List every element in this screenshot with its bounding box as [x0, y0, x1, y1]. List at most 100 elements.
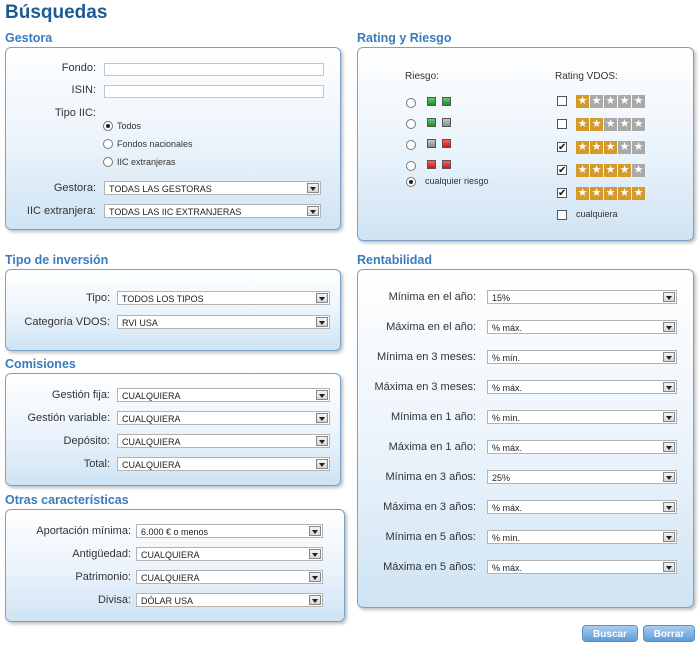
fondo-input[interactable]	[104, 63, 324, 76]
chevron-down-icon[interactable]	[663, 502, 675, 512]
chevron-down-icon[interactable]	[663, 532, 675, 542]
risk-red-icon	[427, 160, 436, 169]
vdos-checkbox[interactable]: ✔	[557, 165, 567, 176]
chevron-down-icon[interactable]	[316, 390, 328, 400]
vdos-checkbox[interactable]: ✔	[557, 142, 567, 153]
chevron-down-icon[interactable]	[309, 549, 321, 559]
rentabilidad-select[interactable]: 25%	[487, 470, 677, 484]
gestora-label: Gestora:	[53, 182, 96, 194]
otras-label: Antigüedad:	[72, 548, 131, 560]
comision-label: Total:	[83, 458, 110, 470]
gestora-select[interactable]: TODAS LAS GESTORAS	[104, 181, 321, 195]
tipo-iic-radio-todos[interactable]	[103, 121, 113, 131]
rentabilidad-select[interactable]: % máx.	[487, 440, 677, 454]
star-icon: ★	[604, 187, 617, 200]
categoria-vdos-select-value: RVI USA	[122, 318, 158, 328]
chevron-down-icon[interactable]	[309, 572, 321, 582]
star-icon: ★	[632, 187, 645, 200]
iic-extranjera-select[interactable]: TODAS LAS IIC EXTRANJERAS	[104, 204, 321, 218]
categoria-vdos-label: Categoría VDOS:	[24, 316, 110, 328]
star-icon: ★	[618, 164, 631, 177]
otras-label: Divisa:	[97, 594, 131, 606]
iic-extranjera-label: IIC extranjera:	[26, 205, 96, 217]
rentabilidad-label: Máxima en 5 años:	[383, 561, 476, 573]
rentabilidad-label: Mínima en el año:	[388, 291, 476, 303]
tipo-select[interactable]: TODOS LOS TIPOS	[117, 291, 330, 305]
chevron-down-icon[interactable]	[663, 322, 675, 332]
patrimonio-select[interactable]: CUALQUIERA	[136, 570, 323, 584]
gestora-select-value: TODAS LAS GESTORAS	[109, 184, 212, 194]
antiguedad-select[interactable]: CUALQUIERA	[136, 547, 323, 561]
star-icon: ★	[618, 118, 631, 131]
deposito-select[interactable]: CUALQUIERA	[117, 434, 330, 448]
rating-panel: Riesgo: Rating VDOS: ★ ★ ★ ★ ★ ★ ★ ★ ★ ★ ✔ ★ ★ ★ ★ ★ ✔ ★ ★…	[357, 47, 694, 241]
star-rating: ★ ★ ★ ★ ★	[576, 95, 645, 108]
chevron-down-icon[interactable]	[663, 442, 675, 452]
borrar-button[interactable]: Borrar	[643, 625, 695, 642]
categoria-vdos-select[interactable]: RVI USA	[117, 315, 330, 329]
rentabilidad-section-title: Rentabilidad	[357, 253, 433, 267]
rentabilidad-select-value: 25%	[492, 473, 511, 483]
rating-vdos-label: Rating VDOS:	[555, 71, 618, 82]
aportacion-minima-select[interactable]: 6.000 € o menos	[136, 524, 323, 538]
vdos-checkbox[interactable]: ✔	[557, 188, 567, 199]
star-icon: ★	[604, 164, 617, 177]
gestion-fija-select[interactable]: CUALQUIERA	[117, 388, 330, 402]
chevron-down-icon[interactable]	[316, 293, 328, 303]
rentabilidad-select[interactable]: % mín.	[487, 530, 677, 544]
riesgo-radio[interactable]	[406, 140, 416, 150]
riesgo-radio[interactable]	[406, 98, 416, 108]
chevron-down-icon[interactable]	[663, 292, 675, 302]
divisa-select[interactable]: DÓLAR USA	[136, 593, 323, 607]
rentabilidad-select-value: % mín.	[492, 353, 521, 363]
chevron-down-icon[interactable]	[316, 459, 328, 469]
riesgo-radio-cualquier[interactable]	[406, 177, 416, 187]
rentabilidad-select[interactable]: % máx.	[487, 380, 677, 394]
star-icon: ★	[590, 164, 603, 177]
star-icon: ★	[618, 187, 631, 200]
vdos-checkbox-cualquiera[interactable]	[557, 210, 567, 220]
total-select[interactable]: CUALQUIERA	[117, 457, 330, 471]
chevron-down-icon[interactable]	[309, 595, 321, 605]
chevron-down-icon[interactable]	[663, 352, 675, 362]
otras-select-value: CUALQUIERA	[141, 573, 200, 583]
chevron-down-icon[interactable]	[309, 526, 321, 536]
vdos-checkbox[interactable]	[557, 96, 567, 106]
chevron-down-icon[interactable]	[663, 562, 675, 572]
star-icon: ★	[576, 118, 589, 131]
riesgo-any-label: cualquier riesgo	[425, 176, 489, 186]
gestion-variable-select[interactable]: CUALQUIERA	[117, 411, 330, 425]
chevron-down-icon[interactable]	[316, 413, 328, 423]
chevron-down-icon[interactable]	[316, 436, 328, 446]
riesgo-radio[interactable]	[406, 119, 416, 129]
rentabilidad-select[interactable]: 15%	[487, 290, 677, 304]
tipo-iic-radio-nacionales[interactable]	[103, 139, 113, 149]
tipo-iic-radio-extranjeras[interactable]	[103, 157, 113, 167]
tipo-iic-option-label: IIC extranjeras	[117, 157, 176, 167]
chevron-down-icon[interactable]	[663, 412, 675, 422]
rentabilidad-label: Mínima en 1 año:	[391, 411, 476, 423]
chevron-down-icon[interactable]	[316, 317, 328, 327]
rentabilidad-select[interactable]: % máx.	[487, 560, 677, 574]
rating-section-title: Rating y Riesgo	[357, 31, 452, 45]
chevron-down-icon[interactable]	[307, 206, 319, 216]
riesgo-radio[interactable]	[406, 161, 416, 171]
buscar-button[interactable]: Buscar	[582, 625, 638, 642]
chevron-down-icon[interactable]	[663, 382, 675, 392]
rentabilidad-select[interactable]: % mín.	[487, 350, 677, 364]
rentabilidad-select[interactable]: % máx.	[487, 500, 677, 514]
tipo-iic-option-label: Todos	[117, 121, 142, 131]
star-icon: ★	[632, 164, 645, 177]
risk-gray-icon	[427, 139, 436, 148]
chevron-down-icon[interactable]	[307, 183, 319, 193]
rentabilidad-select-value: % máx.	[492, 563, 523, 573]
vdos-checkbox[interactable]	[557, 119, 567, 129]
isin-input[interactable]	[104, 85, 324, 98]
comision-select-value: CUALQUIERA	[122, 391, 181, 401]
chevron-down-icon[interactable]	[663, 472, 675, 482]
rentabilidad-select[interactable]: % mín.	[487, 410, 677, 424]
star-icon: ★	[590, 95, 603, 108]
otras-section-title: Otras características	[5, 493, 129, 507]
rentabilidad-select[interactable]: % máx.	[487, 320, 677, 334]
vdos-any-label: cualquiera	[576, 209, 618, 219]
